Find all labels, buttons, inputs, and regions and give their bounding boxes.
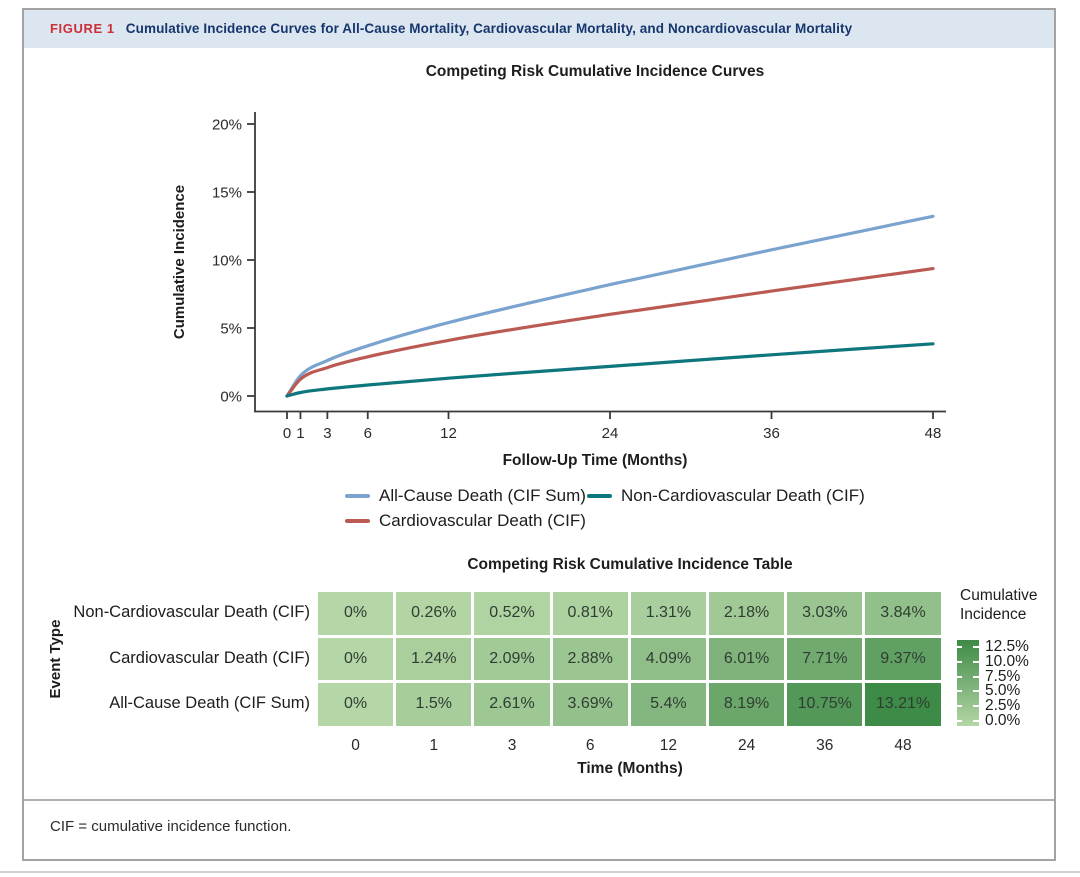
colorbar-tick-label: 12.5% bbox=[985, 638, 1029, 655]
curve-cardiovascular-death-cif- bbox=[285, 267, 935, 398]
colorbar-tick bbox=[973, 646, 979, 648]
colorbar-tick bbox=[973, 705, 979, 708]
line-chart: 0%5%10%15%20%0 1 3 6 12 24 36 48 bbox=[212, 112, 946, 442]
legend-line-swatch bbox=[587, 494, 612, 498]
y-tick-label: 20% bbox=[212, 117, 242, 134]
heatmap-column-label: 12 bbox=[659, 737, 678, 754]
colorbar-tick bbox=[973, 675, 979, 678]
heatmap-cell: 0.81% bbox=[552, 592, 628, 635]
colorbar-tick bbox=[956, 660, 962, 663]
colorbar-tick-label: 0.0% bbox=[985, 712, 1021, 729]
x-tick-label: 6 bbox=[364, 425, 372, 442]
colorbar-tick-label: 2.5% bbox=[985, 697, 1021, 715]
colorbar-tick-label: 10.0% bbox=[985, 652, 1029, 670]
heatmap-cell: 6.01% bbox=[709, 637, 785, 680]
heatmap-cell: 0% bbox=[318, 683, 394, 726]
heatmap-cell: 2.88% bbox=[552, 637, 628, 680]
heatmap-cell: 1.31% bbox=[630, 592, 706, 635]
y-tick-label: 0% bbox=[220, 389, 242, 406]
colorbar-tick bbox=[956, 675, 962, 678]
figure-header: FIGURE 1 Cumulative Incidence Curves for … bbox=[24, 10, 1054, 48]
heatmap-cell: 3.03% bbox=[787, 592, 863, 635]
heatmap-cell: 4.09% bbox=[630, 637, 706, 680]
legend-line-swatch bbox=[345, 519, 370, 523]
heatmap-column-label: 36 bbox=[816, 737, 834, 754]
colorbar-tick bbox=[956, 690, 962, 693]
colorbar-tick bbox=[956, 720, 962, 722]
heatmap-cell: 7.71% bbox=[787, 637, 863, 680]
x-axis-label: Follow-Up Time (Months) bbox=[502, 452, 688, 469]
colorbar-tick bbox=[973, 660, 979, 663]
colorbar-title: Cumulative Incidence bbox=[960, 587, 1038, 624]
y-tick-label: 10% bbox=[212, 253, 242, 270]
heatmap-cell: 0% bbox=[318, 592, 394, 635]
chart-axes bbox=[254, 112, 946, 413]
y-tick-label: 5% bbox=[220, 321, 242, 338]
heatmap-column-label: 0 bbox=[351, 737, 360, 754]
heatmap-row-label: All-Cause Death (CIF Sum) bbox=[109, 694, 310, 713]
heatmap-row-label: Cardiovascular Death (CIF) bbox=[109, 648, 310, 667]
heatmap-cell: 2.09% bbox=[474, 637, 550, 680]
legend-label: Cardiovascular Death (CIF) bbox=[379, 511, 586, 530]
x-tick-label: 48 bbox=[925, 425, 942, 442]
heatmap-column-label: 24 bbox=[737, 737, 756, 754]
colorbar-tick bbox=[973, 690, 979, 693]
x-tick-label: 1 bbox=[296, 425, 304, 442]
heatmap-column-label: 48 bbox=[894, 737, 912, 754]
colorbar-tick bbox=[956, 646, 962, 648]
colorbar-tick bbox=[956, 705, 962, 708]
x-tick-label: 0 bbox=[283, 425, 291, 442]
line-chart-title: Competing Risk Cumulative Incidence Curv… bbox=[425, 63, 765, 80]
heatmap-table-title: Competing Risk Cumulative Incidence Tabl… bbox=[467, 556, 793, 573]
heatmap-cell: 13.21% bbox=[865, 683, 941, 726]
colorbar-gradient bbox=[957, 640, 979, 726]
figure-label: FIGURE 1 bbox=[50, 21, 115, 36]
heatmap-cell: 5.4% bbox=[630, 683, 706, 726]
heatmap-cell: 2.61% bbox=[474, 683, 550, 726]
heatmap-row-label: Non-Cardiovascular Death (CIF) bbox=[73, 603, 310, 622]
colorbar-tick-label: 7.5% bbox=[985, 667, 1021, 685]
footer-divider bbox=[24, 799, 1054, 801]
x-tick-label: 12 bbox=[440, 425, 457, 442]
legend-item: Non-Cardiovascular Death (CIF) bbox=[587, 486, 865, 505]
heatmap-column-label: 3 bbox=[507, 737, 517, 754]
heatmap-cell: 10.75% bbox=[787, 683, 863, 726]
legend-label: All-Cause Death (CIF Sum) bbox=[379, 486, 586, 505]
x-tick-label: 24 bbox=[602, 425, 619, 442]
heatmap-column-label: 6 bbox=[585, 737, 595, 754]
y-tick-label: 15% bbox=[212, 185, 242, 202]
legend-item: Cardiovascular Death (CIF) bbox=[345, 511, 586, 530]
heatmap-cell: 0% bbox=[318, 637, 394, 680]
legend-line-swatch bbox=[345, 494, 370, 498]
colorbar-tick bbox=[973, 720, 979, 722]
heatmap-cell: 0.26% bbox=[396, 592, 472, 635]
heatmap-cell: 2.18% bbox=[709, 592, 785, 635]
legend-item: All-Cause Death (CIF Sum) bbox=[345, 486, 586, 505]
page-bottom-rule bbox=[0, 871, 1080, 873]
colorbar-tick-label: 5.0% bbox=[985, 682, 1021, 700]
curve-non-cardiovascular-death-cif- bbox=[285, 342, 935, 398]
x-tick-label: 36 bbox=[763, 425, 780, 442]
legend-label: Non-Cardiovascular Death (CIF) bbox=[621, 486, 865, 505]
heatmap-cell: 0.52% bbox=[474, 592, 550, 635]
heatmap-cell: 3.69% bbox=[552, 683, 628, 726]
table-x-axis-label: Time (Months) bbox=[577, 760, 683, 777]
figure-title: Cumulative Incidence Curves for All-Caus… bbox=[125, 21, 853, 36]
curve-all-cause-death-cif-sum- bbox=[285, 214, 935, 398]
heatmap-cell: 1.5% bbox=[396, 683, 472, 726]
heatmap-cell: 1.24% bbox=[396, 637, 472, 680]
x-tick-label: 3 bbox=[323, 425, 331, 442]
heatmap-cell: 9.37% bbox=[865, 637, 941, 680]
heatmap-column-label: 1 bbox=[429, 737, 439, 754]
heatmap-cell: 3.84% bbox=[865, 592, 941, 635]
heatmap-cell: 8.19% bbox=[709, 683, 785, 726]
figure-footnote: CIF = cumulative incidence function. bbox=[50, 818, 292, 835]
